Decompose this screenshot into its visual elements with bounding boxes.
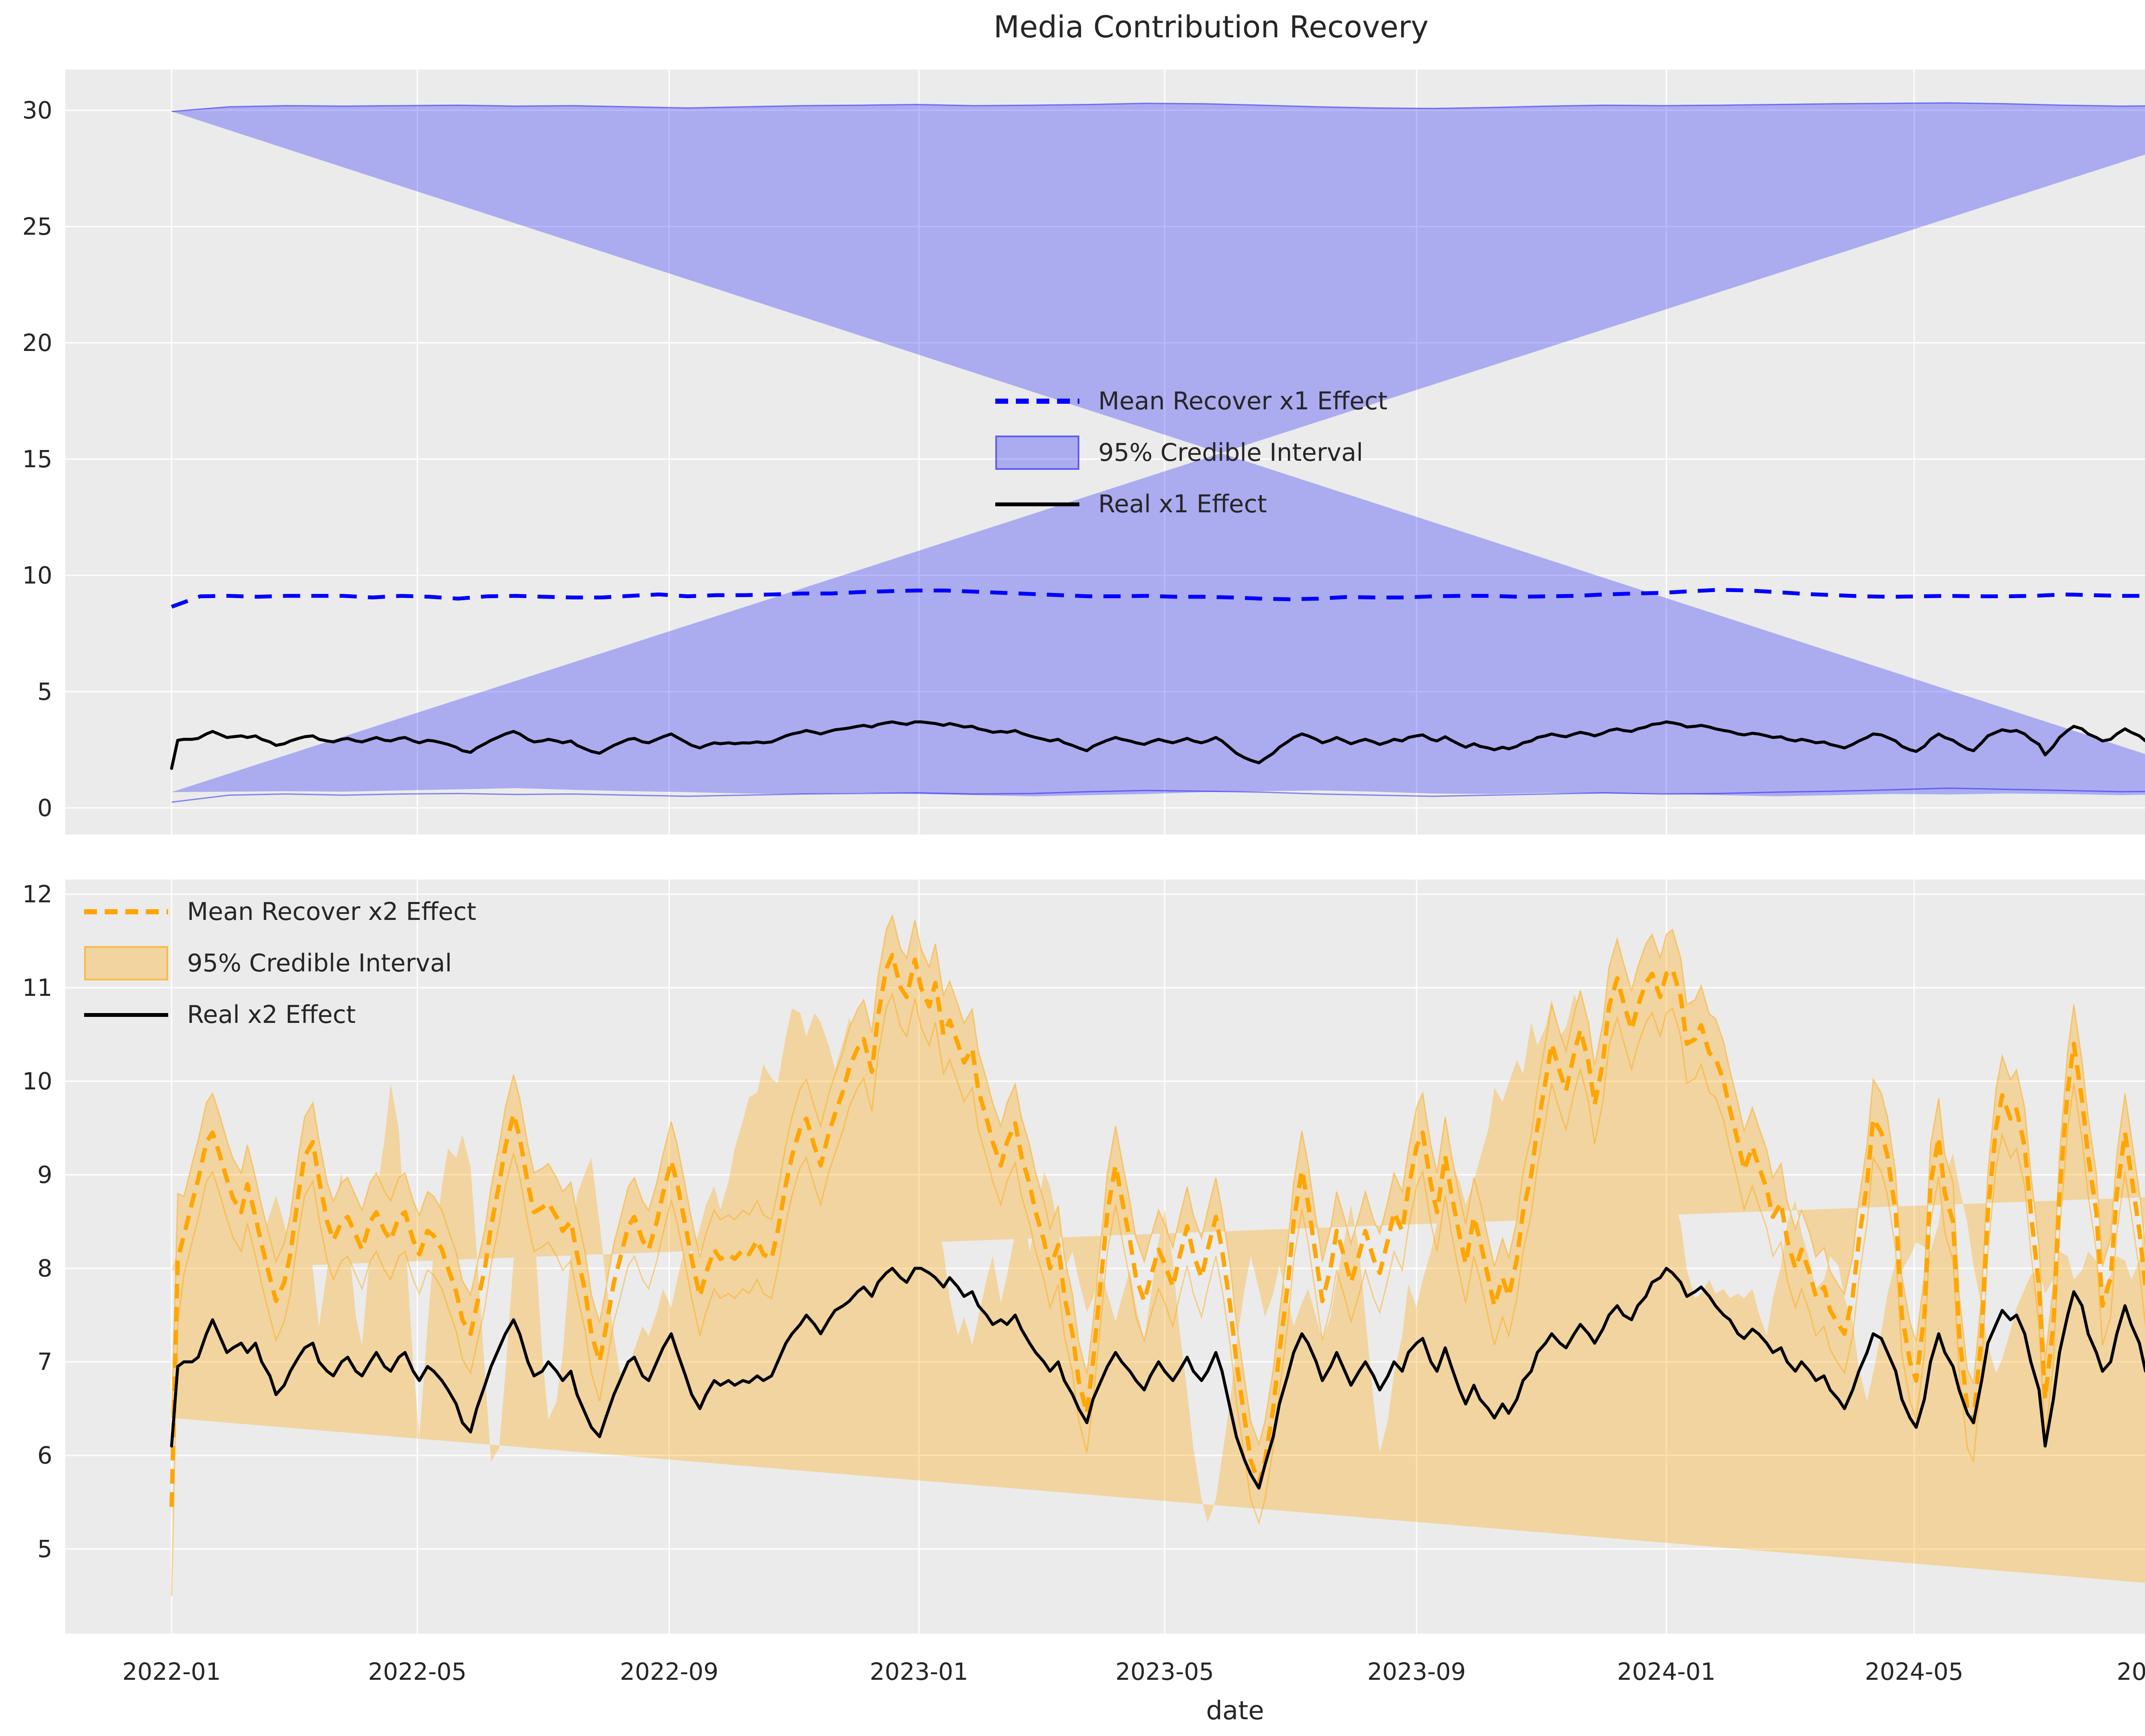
legend-label: Mean Recover x2 Effect <box>187 898 477 926</box>
x-tick-label: 2022-01 <box>122 1658 221 1685</box>
x-tick-label: 2022-05 <box>368 1658 467 1685</box>
y-tick-label: 11 <box>22 974 52 1001</box>
gridlines <box>65 70 2145 835</box>
legend-item-ci-x1: 95% Credible Interval <box>995 434 1387 471</box>
solid-line-icon <box>995 502 1079 506</box>
y-tick-label: 10 <box>22 562 52 589</box>
legend-label: Mean Recover x1 Effect <box>1098 387 1388 415</box>
real-line <box>170 1267 2145 1490</box>
patch-icon <box>84 946 168 980</box>
y-tick-label: 0 <box>37 794 52 822</box>
credible-interval-band <box>172 103 2145 796</box>
legend-item-real-x1: Real x1 Effect <box>995 486 1387 523</box>
y-tick-label: 12 <box>22 880 52 908</box>
legend-label: Real x2 Effect <box>187 1001 356 1029</box>
y-tick-label: 5 <box>37 1535 52 1563</box>
x-tick-label: 2023-01 <box>870 1658 968 1685</box>
y-tick-label: 25 <box>22 213 52 240</box>
y-tick-label: 30 <box>22 97 52 124</box>
y-tick-label: 20 <box>22 329 52 357</box>
x-tick-label: 2023-09 <box>1367 1658 1466 1685</box>
patch-icon <box>995 436 1079 470</box>
x-tick-label: 2024-05 <box>1865 1658 1964 1685</box>
series-layer <box>170 102 2145 803</box>
mean-line <box>169 953 2145 1507</box>
y-tick-label: 15 <box>22 445 52 473</box>
legend-item-mean-x2: Mean Recover x2 Effect <box>84 893 476 930</box>
series-layer <box>169 913 2145 1596</box>
chart-title: Media Contribution Recovery <box>994 9 1429 45</box>
band-lower-edge <box>171 787 2145 803</box>
x-tick-label: 2024-09 <box>2117 1658 2145 1685</box>
solid-line-icon <box>84 1013 168 1017</box>
x-tick-label: 2024-01 <box>1617 1658 1716 1685</box>
dashed-line-icon <box>84 909 168 914</box>
x-axis-label: date <box>1206 1696 1264 1726</box>
dashed-line-icon <box>995 399 1079 404</box>
y-tick-label: 10 <box>22 1068 52 1095</box>
gridlines <box>65 880 2145 1633</box>
top-axes: 0 5 10 15 20 25 30 <box>22 70 2145 835</box>
y-tick-label: 7 <box>37 1348 52 1376</box>
legend-label: 95% Credible Interval <box>1098 439 1363 467</box>
legend-label: 95% Credible Interval <box>187 949 452 977</box>
plot-background <box>65 70 2145 835</box>
band-upper-edge <box>171 913 2145 1446</box>
x-tick-label: 2023-05 <box>1115 1658 1214 1685</box>
legend-label: Real x1 Effect <box>1098 490 1267 518</box>
band-lower-edge <box>171 992 2145 1596</box>
bottom-axes: 5 6 7 8 9 10 11 12 2022-01 2022-05 2022-09 2023-01 2… <box>22 880 2145 1685</box>
mean-line <box>171 588 2145 609</box>
y-tick-label: 5 <box>37 678 52 705</box>
y-tick-label: 8 <box>37 1255 52 1282</box>
legend-item-mean-x1: Mean Recover x1 Effect <box>995 383 1387 420</box>
y-tick-label: 9 <box>37 1161 52 1189</box>
band-upper-edge <box>171 102 2145 112</box>
x-tick-label: 2022-09 <box>620 1658 719 1685</box>
legend-bottom: Mean Recover x2 Effect 95% Credible Inte… <box>84 893 476 1033</box>
legend-item-real-x2: Real x2 Effect <box>84 996 476 1033</box>
legend-top: Mean Recover x1 Effect 95% Credible Inte… <box>995 383 1387 523</box>
y-tick-label: 6 <box>37 1442 52 1469</box>
legend-item-ci-x2: 95% Credible Interval <box>84 945 476 982</box>
real-line <box>170 720 2145 770</box>
